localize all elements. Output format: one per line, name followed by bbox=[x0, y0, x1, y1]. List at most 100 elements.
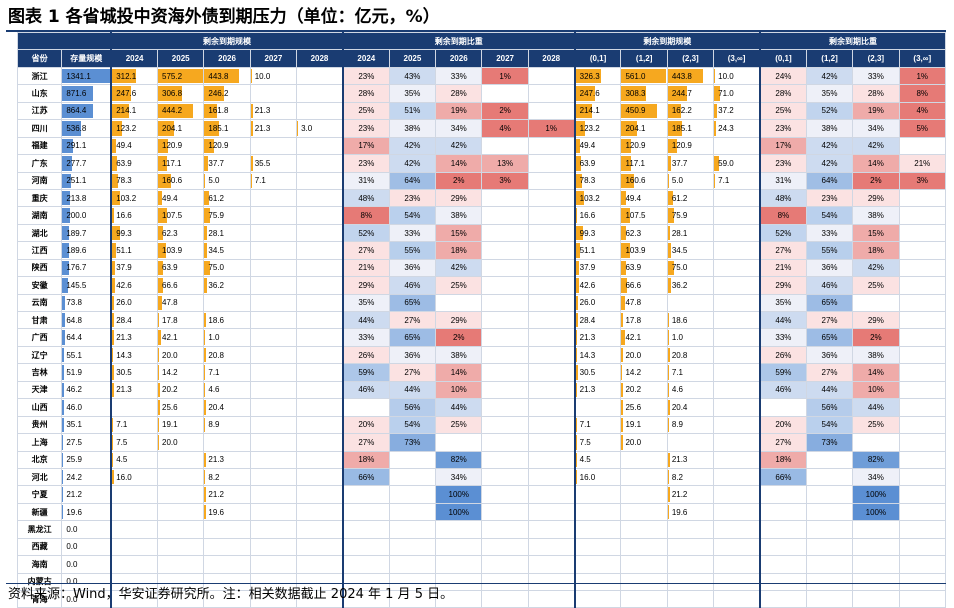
cell-value: 871.6 bbox=[66, 89, 87, 99]
year-ratio-cell: 31% bbox=[341, 171, 390, 190]
cell-value: 21.3 bbox=[579, 333, 596, 343]
bar-fill bbox=[113, 103, 129, 119]
bucket-ratio-cell bbox=[805, 537, 854, 557]
year-ratio-cell bbox=[481, 502, 529, 522]
stock-cell: 64.8 bbox=[61, 310, 112, 330]
province-cell: 江苏 bbox=[16, 101, 63, 121]
bucket-ratio-cell: 14% bbox=[852, 363, 900, 382]
year-ratio-cell: 42% bbox=[435, 136, 483, 156]
cell-value bbox=[298, 106, 301, 115]
cell-value: 214.1 bbox=[116, 106, 137, 116]
bar-fill bbox=[251, 68, 252, 84]
cell-value bbox=[715, 403, 718, 412]
bar-fill bbox=[576, 365, 578, 380]
cell-value: 21.3 bbox=[254, 106, 271, 116]
year-ratio-cell bbox=[527, 502, 576, 522]
year-scale-cell bbox=[296, 520, 344, 539]
province-cell: 江西 bbox=[16, 241, 63, 260]
year-ratio-cell: 23% bbox=[341, 119, 390, 138]
bucket-ratio-cell: 36% bbox=[805, 258, 854, 278]
year-scale-cell bbox=[203, 555, 251, 574]
province-cell: 辽宁 bbox=[16, 345, 63, 365]
table-row: 黑龙江 0.0 bbox=[16, 520, 947, 539]
cell-value bbox=[622, 508, 625, 517]
year-scale-cell bbox=[249, 188, 298, 208]
cell-value: 75.0 bbox=[208, 263, 224, 273]
cell-value: 99.3 bbox=[579, 228, 596, 238]
bucket-scale-cell: 24.3 bbox=[713, 119, 761, 138]
year-ratio-cell: 34% bbox=[435, 119, 483, 138]
year-scale-cell bbox=[296, 188, 344, 208]
bucket-ratio-cell bbox=[898, 433, 947, 452]
cell-value: 19.6 bbox=[208, 507, 224, 517]
bar-fill bbox=[113, 243, 117, 258]
year-scale-cell: 10.0 bbox=[249, 66, 298, 86]
bar-fill bbox=[113, 138, 117, 154]
cell-value: 7.1 bbox=[208, 368, 220, 378]
year-ratio-cell bbox=[388, 555, 437, 574]
cell-value bbox=[251, 385, 254, 394]
year-scale-cell: 103.9 bbox=[157, 241, 205, 260]
cell-value: 251.1 bbox=[66, 176, 87, 186]
bucket-scale-cell: 561.0 bbox=[620, 66, 668, 86]
cell-value bbox=[715, 211, 718, 220]
cell-value: 78.3 bbox=[579, 176, 596, 186]
cell-value: 37.7 bbox=[671, 158, 688, 168]
bar-fill bbox=[62, 68, 111, 84]
cell-value bbox=[298, 298, 301, 307]
bar-fill bbox=[668, 173, 669, 188]
cell-value bbox=[298, 420, 301, 429]
bar-fill bbox=[158, 435, 160, 450]
year-scale-cell: 20.4 bbox=[203, 398, 251, 417]
cell-value: 73.8 bbox=[66, 298, 82, 308]
cell-value bbox=[715, 298, 718, 307]
cell-value: 244.7 bbox=[671, 89, 692, 99]
year-scale-cell bbox=[249, 467, 298, 487]
year-scale-cell: 66.6 bbox=[157, 276, 205, 295]
bucket-scale-cell: 7.1 bbox=[713, 171, 761, 190]
bucket-scale-cell: 450.9 bbox=[620, 101, 668, 121]
bar-fill bbox=[621, 417, 623, 433]
bar-fill bbox=[576, 313, 578, 328]
cell-value bbox=[577, 560, 580, 569]
bucket-ratio-cell bbox=[805, 485, 854, 504]
year-scale-cell bbox=[249, 276, 298, 295]
year-ratio-cell: 27% bbox=[388, 363, 437, 382]
cell-value bbox=[622, 473, 625, 482]
bucket-ratio-cell: 1% bbox=[898, 66, 947, 86]
year-scale-cell: 20.0 bbox=[157, 345, 205, 365]
cell-value: 21.3 bbox=[671, 455, 688, 465]
year-ratio-cell: 34% bbox=[435, 467, 483, 487]
cell-value: 42.6 bbox=[116, 280, 132, 290]
year-scale-cell bbox=[249, 537, 298, 557]
year-ratio-cell: 44% bbox=[435, 398, 483, 417]
cell-value: 189.6 bbox=[66, 245, 87, 255]
cell-value bbox=[298, 560, 301, 569]
bucket-scale-cell bbox=[713, 363, 761, 382]
bucket-scale-cell bbox=[666, 589, 715, 608]
bucket-ratio-cell bbox=[805, 555, 854, 574]
bar-fill bbox=[113, 121, 122, 136]
header-group-bucket-scale: 剩余到期规模 bbox=[573, 31, 761, 51]
cell-value bbox=[298, 508, 301, 517]
province-cell: 黑龙江 bbox=[16, 520, 63, 539]
stock-cell: 871.6 bbox=[61, 84, 112, 103]
cell-value: 25.6 bbox=[625, 402, 642, 412]
stock-cell: 189.7 bbox=[61, 223, 112, 243]
cell-value bbox=[298, 89, 301, 98]
table-row: 甘肃 64.8 28.4 17.8 18.6 44% 27% 29% 28.4 17.8 18.6 4… bbox=[16, 310, 947, 330]
province-cell: 海南 bbox=[16, 555, 63, 574]
year-scale-cell bbox=[157, 450, 205, 469]
province-cell: 山西 bbox=[16, 398, 63, 417]
year-scale-cell bbox=[110, 502, 159, 522]
bar-fill bbox=[251, 121, 253, 136]
year-ratio-cell bbox=[527, 241, 576, 260]
year-ratio-cell bbox=[388, 502, 437, 522]
cell-value: 161.8 bbox=[208, 106, 229, 116]
bucket-scale-cell: 308.3 bbox=[620, 84, 668, 103]
year-ratio-cell bbox=[527, 537, 576, 557]
province-cell: 浙江 bbox=[16, 66, 63, 86]
year-ratio-cell: 13% bbox=[481, 154, 529, 173]
cell-value: 20.0 bbox=[625, 350, 642, 360]
year-scale-cell: 7.1 bbox=[110, 415, 159, 435]
